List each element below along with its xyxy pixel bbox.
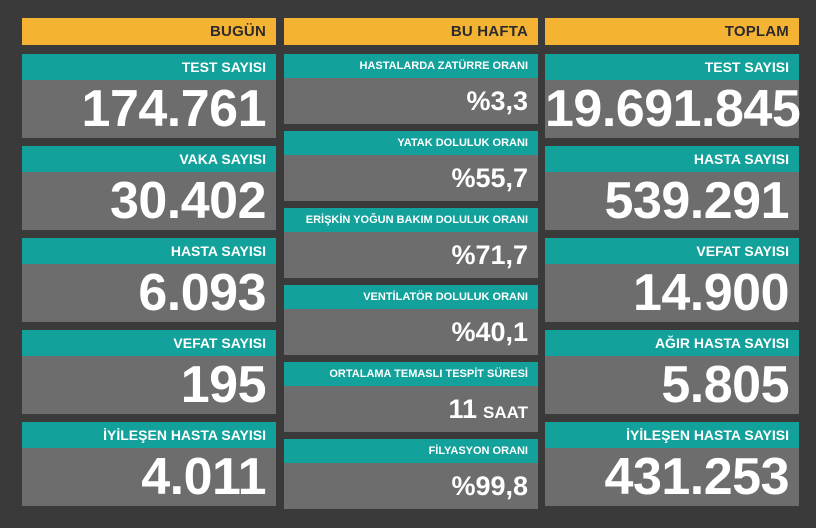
week-header: BU HAFTA: [284, 18, 538, 45]
total-recovered-card: İYİLEŞEN HASTA SAYISI 431.253: [545, 422, 799, 506]
today-death-card: VEFAT SAYISI 195: [22, 330, 276, 414]
week-ventilator-value: %40,1: [451, 317, 528, 347]
week-ventilator-label: VENTİLATÖR DOLULUK ORANI: [284, 285, 538, 309]
week-ventilator-card: VENTİLATÖR DOLULUK ORANI %40,1: [284, 285, 538, 355]
today-recovered-label: İYİLEŞEN HASTA SAYISI: [22, 422, 276, 448]
total-patient-value: 539.291: [604, 172, 790, 230]
week-contact-time-label: ORTALAMA TEMASLI TESPİT SÜRESİ: [284, 362, 538, 386]
today-case-label: VAKA SAYISI: [22, 146, 276, 172]
today-patient-label: HASTA SAYISI: [22, 238, 276, 264]
week-contact-time-card: ORTALAMA TEMASLI TESPİT SÜRESİ 11 SAAT: [284, 362, 538, 432]
week-icu-card: ERİŞKİN YOĞUN BAKIM DOLULUK ORANI %71,7: [284, 208, 538, 278]
today-column: BUGÜN TEST SAYISI 174.761 VAKA SAYISI 30…: [22, 18, 276, 506]
today-patient-value: 6.093: [138, 264, 266, 322]
week-pneumonia-label: HASTALARDA ZATÜRRE ORANI: [284, 54, 538, 78]
total-severe-label: AĞIR HASTA SAYISI: [545, 330, 799, 356]
week-contact-time-value: 11 SAAT: [284, 386, 538, 432]
week-filiation-label: FİLYASYON ORANI: [284, 439, 538, 463]
total-death-card: VEFAT SAYISI 14.900: [545, 238, 799, 322]
week-filiation-value: %99,8: [451, 471, 528, 501]
total-header: TOPLAM: [545, 18, 799, 45]
today-test-value: 174.761: [81, 80, 267, 138]
week-pneumonia-value: %3,3: [466, 86, 528, 116]
week-column: BU HAFTA HASTALARDA ZATÜRRE ORANI %3,3 Y…: [284, 18, 538, 509]
total-test-card: TEST SAYISI 19.691.845: [545, 54, 801, 138]
total-patient-label: HASTA SAYISI: [545, 146, 799, 172]
week-pneumonia-card: HASTALARDA ZATÜRRE ORANI %3,3: [284, 54, 538, 124]
today-death-value: 195: [180, 356, 267, 414]
today-test-card: TEST SAYISI 174.761: [22, 54, 276, 138]
today-test-label: TEST SAYISI: [22, 54, 276, 80]
week-icu-value: %71,7: [451, 240, 528, 270]
week-contact-time-number: 11: [448, 394, 477, 424]
today-case-card: VAKA SAYISI 30.402: [22, 146, 276, 230]
week-bed-label: YATAK DOLULUK ORANI: [284, 131, 538, 155]
today-header: BUGÜN: [22, 18, 276, 45]
week-filiation-card: FİLYASYON ORANI %99,8: [284, 439, 538, 509]
week-bed-card: YATAK DOLULUK ORANI %55,7: [284, 131, 538, 201]
total-severe-value: 5.805: [661, 356, 789, 414]
today-recovered-value: 4.011: [141, 448, 266, 506]
total-death-label: VEFAT SAYISI: [545, 238, 799, 264]
total-severe-card: AĞIR HASTA SAYISI 5.805: [545, 330, 799, 414]
total-recovered-value: 431.253: [604, 448, 790, 506]
today-patient-card: HASTA SAYISI 6.093: [22, 238, 276, 322]
total-patient-card: HASTA SAYISI 539.291: [545, 146, 799, 230]
total-death-value: 14.900: [632, 264, 790, 322]
week-bed-value: %55,7: [451, 163, 528, 193]
week-contact-time-unit: SAAT: [482, 403, 528, 422]
total-recovered-label: İYİLEŞEN HASTA SAYISI: [545, 422, 799, 448]
week-icu-label: ERİŞKİN YOĞUN BAKIM DOLULUK ORANI: [284, 208, 538, 232]
total-column: TOPLAM TEST SAYISI 19.691.845 HASTA SAYI…: [545, 18, 801, 506]
today-death-label: VEFAT SAYISI: [22, 330, 276, 356]
total-test-value: 19.691.845: [545, 80, 801, 138]
today-recovered-card: İYİLEŞEN HASTA SAYISI 4.011: [22, 422, 276, 506]
total-test-label: TEST SAYISI: [545, 54, 799, 80]
today-case-value: 30.402: [109, 172, 267, 230]
